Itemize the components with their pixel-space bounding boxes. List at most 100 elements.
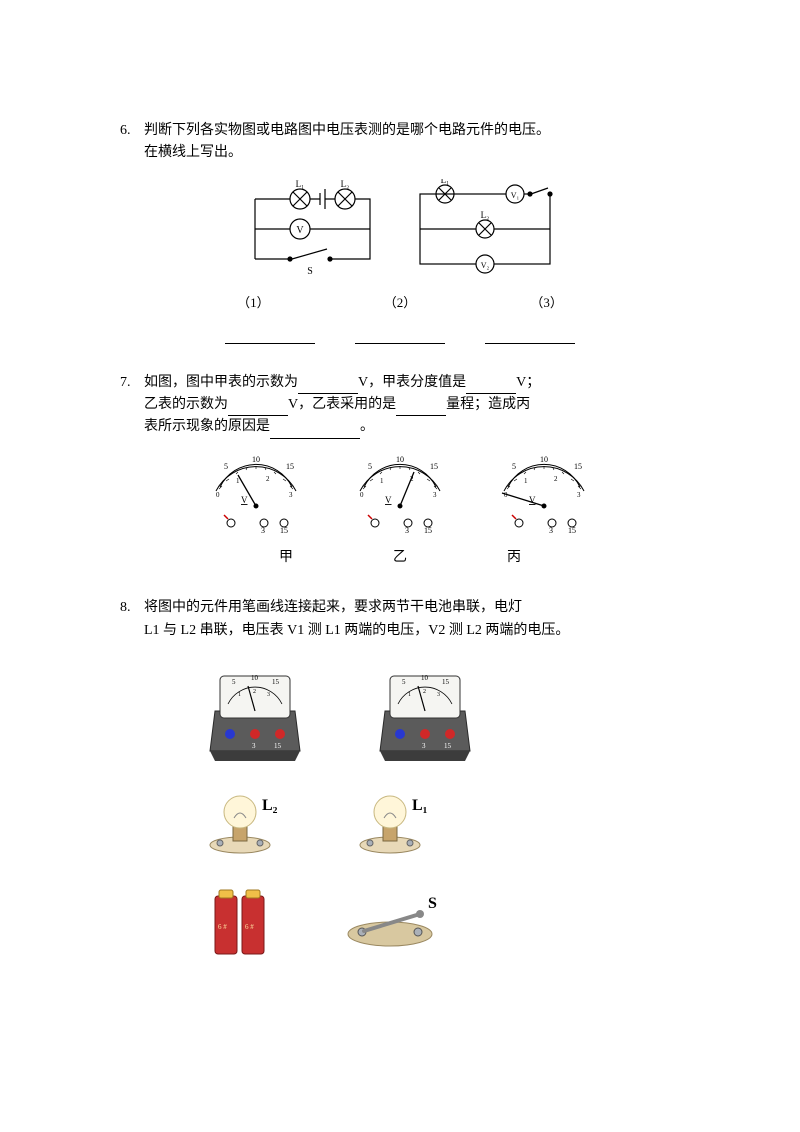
svg-text:15: 15 (444, 742, 452, 750)
svg-text:V: V (296, 225, 304, 236)
svg-text:10: 10 (421, 674, 429, 682)
q6-figures: L₁ L₂ V S L₁ V₁ (120, 179, 680, 279)
voltmeter-row: 5 10 15 1 2 3 3 15 5 (200, 666, 680, 766)
svg-text:0: 0 (360, 491, 364, 499)
svg-text:15: 15 (286, 462, 294, 471)
svg-text:10: 10 (396, 455, 404, 464)
svg-text:V: V (241, 495, 248, 505)
svg-text:15: 15 (442, 678, 450, 686)
svg-text:10: 10 (251, 674, 259, 682)
svg-text:V: V (385, 495, 392, 505)
svg-text:15: 15 (568, 526, 576, 535)
blank (270, 423, 360, 439)
q8-num: 8. (120, 597, 144, 642)
svg-text:V: V (529, 495, 536, 505)
svg-text:3: 3 (267, 692, 270, 698)
q6-label-2: （2） (384, 293, 417, 314)
svg-text:3: 3 (252, 742, 256, 750)
svg-text:3: 3 (433, 491, 437, 499)
svg-text:3: 3 (261, 526, 265, 535)
q8-components: 5 10 15 1 2 3 3 15 5 (200, 666, 680, 964)
svg-text:1: 1 (236, 477, 240, 485)
blank (355, 328, 445, 344)
meter-bing: 5 10 15 0 1 2 3 V 3 15 (484, 451, 604, 541)
svg-text:3: 3 (405, 526, 409, 535)
label-jia: 甲 (279, 547, 293, 569)
circuit-diagram-3: L₁ V₁ L₂ V₂ (405, 179, 565, 279)
meter-jia: 5 10 15 0 1 2 3 V 3 15 (196, 451, 316, 541)
circuit-diagram-2: L₁ L₂ V S (235, 179, 385, 279)
batteries: 6 # 6 # (200, 884, 280, 964)
svg-text:L₂: L₂ (481, 210, 490, 220)
blank (396, 400, 446, 416)
svg-text:3: 3 (437, 692, 440, 698)
svg-text:V₁: V₁ (511, 191, 520, 200)
blank (225, 328, 315, 344)
svg-text:5: 5 (402, 678, 406, 686)
question-7: 7. 如图，图中甲表的示数为V，甲表分度值是V； 乙表的示数为V，乙表采用的是量… (120, 372, 680, 570)
q7-meter-labels: 甲 乙 丙 (120, 547, 680, 569)
svg-text:1: 1 (380, 477, 384, 485)
svg-text:1: 1 (238, 692, 241, 698)
q6-line2: 在横线上写出。 (144, 142, 680, 164)
svg-text:15: 15 (280, 526, 288, 535)
svg-text:L₁: L₁ (296, 179, 305, 189)
svg-text:10: 10 (540, 455, 548, 464)
blank (466, 378, 516, 394)
label-yi: 乙 (393, 547, 407, 569)
voltmeter-v2: 5 10 15 1 2 3 3 15 (370, 666, 480, 766)
svg-text:15: 15 (430, 462, 438, 471)
svg-text:5: 5 (232, 678, 236, 686)
svg-text:1: 1 (524, 477, 528, 485)
voltmeter-v1: 5 10 15 1 2 3 3 15 (200, 666, 310, 766)
battery-switch-row: 6 # 6 # S (200, 884, 680, 964)
q6-text: 判断下列各实物图或电路图中电压表测的是哪个电路元件的电压。 在横线上写出。 (144, 120, 680, 165)
svg-text:15: 15 (424, 526, 432, 535)
q8-text: 将图中的元件用笔画线连接起来，要求两节干电池串联，电灯 L1 与 L2 串联，电… (144, 597, 680, 642)
svg-text:6 #: 6 # (245, 923, 254, 931)
bulb-l2: L₂ (200, 790, 290, 860)
svg-text:0: 0 (504, 491, 508, 499)
question-6: 6. 判断下列各实物图或电路图中电压表测的是哪个电路元件的电压。 在横线上写出。 (120, 120, 680, 344)
blank (228, 400, 288, 416)
svg-text:2: 2 (554, 475, 558, 483)
svg-text:L₁: L₁ (412, 797, 428, 814)
svg-text:V₂: V₂ (481, 261, 490, 270)
bulb-l1: L₁ (350, 790, 440, 860)
svg-text:6 #: 6 # (218, 923, 227, 931)
svg-text:L₂: L₂ (262, 797, 278, 814)
svg-text:3: 3 (577, 491, 581, 499)
svg-text:2: 2 (266, 475, 270, 483)
svg-text:2: 2 (253, 689, 256, 695)
bulb-row: L₂ L₁ (200, 790, 680, 860)
switch: S (340, 894, 450, 954)
svg-text:5: 5 (512, 462, 516, 471)
svg-text:S: S (428, 895, 437, 912)
svg-text:S: S (307, 266, 313, 277)
svg-text:5: 5 (368, 462, 372, 471)
meter-yi: 5 10 15 0 1 2 3 V 3 15 (340, 451, 460, 541)
svg-text:15: 15 (274, 742, 282, 750)
svg-text:1: 1 (408, 692, 411, 698)
q6-answer-blanks (120, 328, 680, 344)
label-bing: 丙 (507, 547, 521, 569)
q6-line1: 判断下列各实物图或电路图中电压表测的是哪个电路元件的电压。 (144, 120, 680, 142)
q7-text: 如图，图中甲表的示数为V，甲表分度值是V； 乙表的示数为V，乙表采用的是量程；造… (144, 372, 680, 439)
svg-text:L₂: L₂ (341, 179, 350, 189)
blank (298, 378, 358, 394)
svg-text:L₁: L₁ (441, 179, 450, 185)
svg-text:2: 2 (423, 689, 426, 695)
q7-num: 7. (120, 372, 144, 439)
blank (485, 328, 575, 344)
svg-text:0: 0 (216, 491, 220, 499)
question-8: 8. 将图中的元件用笔画线连接起来，要求两节干电池串联，电灯 L1 与 L2 串… (120, 597, 680, 964)
svg-text:15: 15 (272, 678, 280, 686)
q6-label-3: （3） (530, 293, 563, 314)
svg-text:5: 5 (224, 462, 228, 471)
svg-text:15: 15 (574, 462, 582, 471)
q7-meters: 5 10 15 0 1 2 3 V 3 15 5 (120, 451, 680, 541)
q6-num: 6. (120, 120, 144, 165)
q6-label-1: （1） (237, 293, 270, 314)
q6-fig-labels: （1） （2） （3） (180, 293, 620, 314)
svg-text:3: 3 (422, 742, 426, 750)
